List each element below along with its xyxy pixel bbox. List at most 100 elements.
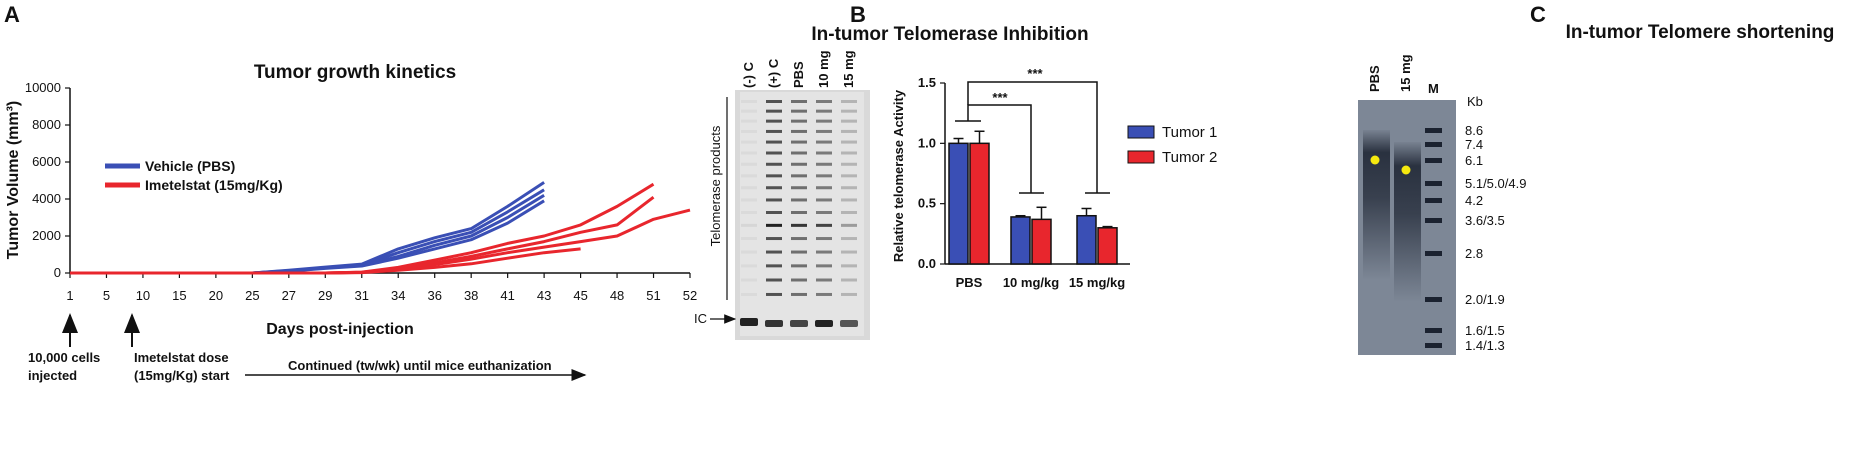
panel-b: In-tumor Telomerase Inhibition Telomeras…	[694, 24, 1217, 340]
blot-marker-size: 1.4/1.3	[1465, 338, 1505, 353]
gel-band	[841, 162, 857, 166]
gel-band	[741, 119, 757, 123]
gel-band	[791, 186, 807, 190]
gel-band	[841, 237, 857, 241]
gel-band	[816, 174, 832, 178]
gel-band	[816, 100, 832, 103]
gel-band	[791, 162, 807, 166]
gel-band	[766, 292, 782, 296]
gel-band	[741, 223, 757, 227]
significance-10mg: ***	[992, 90, 1008, 105]
chart-a-x-tick: 52	[683, 288, 697, 303]
blot-size-unit: Kb	[1467, 94, 1483, 109]
chart-a-x-tick: 15	[172, 288, 186, 303]
blot-marker-band	[1425, 198, 1442, 203]
gel-band	[766, 109, 782, 113]
annotation-dose-1: Imetelstat dose	[134, 350, 229, 365]
gel-band	[741, 264, 757, 268]
gel-band	[816, 198, 832, 202]
legend-b-tumor2-swatch	[1127, 150, 1155, 164]
gel-band	[791, 129, 807, 133]
gel-band	[766, 186, 782, 190]
chart-b-y-tick: 0.5	[918, 196, 936, 211]
gel-lane-neg: (-) C	[741, 61, 756, 88]
bar-tumor2	[969, 142, 990, 265]
gel-band	[841, 129, 857, 133]
gel-band	[766, 100, 782, 103]
gel-band	[841, 174, 857, 178]
panel-label-b: B	[850, 2, 866, 27]
gel-band	[816, 292, 832, 296]
gel-products-label: Telomerase products	[708, 125, 723, 246]
gel-band	[766, 151, 782, 155]
gel-band	[816, 211, 832, 214]
chart-a-x-tick: 38	[464, 288, 478, 303]
gel-band	[741, 211, 757, 214]
gel-band	[766, 211, 782, 214]
legend-a-imetelstat: Imetelstat (15mg/Kg)	[145, 177, 283, 193]
panel-label-c: C	[1530, 2, 1546, 27]
series-line-vehicle	[70, 194, 545, 275]
gel-band	[766, 119, 782, 123]
gel-band	[741, 198, 757, 202]
bar-tumor2	[1031, 218, 1052, 265]
blot-marker-size: 2.0/1.9	[1465, 292, 1505, 307]
gel-band	[816, 140, 832, 144]
gel-band	[841, 186, 857, 190]
gel-band	[741, 129, 757, 133]
chart-a-x-tick: 10	[136, 288, 150, 303]
gel-band	[841, 211, 857, 214]
gel-band	[791, 292, 807, 296]
gel-band	[766, 250, 782, 254]
blot-lane-15mg: 15 mg	[1398, 54, 1413, 92]
gel-band	[766, 174, 782, 178]
gel-band	[816, 278, 832, 282]
chart-a-x-tick: 41	[500, 288, 514, 303]
gel-band	[791, 140, 807, 144]
legend-b-tumor2: Tumor 2	[1162, 149, 1217, 166]
gel-band	[816, 162, 832, 166]
annotation-continued: Continued (tw/wk) until mice euthanizati…	[288, 358, 552, 373]
gel-band	[841, 278, 857, 282]
chart-a-title: Tumor growth kinetics	[254, 62, 456, 83]
series-line-imetelstat	[70, 196, 655, 275]
chart-b-x-tick: PBS	[956, 275, 983, 290]
series-line-imetelstat	[70, 247, 581, 275]
bar-tumor1	[1076, 214, 1097, 265]
chart-a-x-tick: 20	[209, 288, 223, 303]
bar-tumor2	[1097, 227, 1118, 265]
gel-band	[766, 278, 782, 282]
gel-band	[741, 278, 757, 282]
gel-band	[791, 250, 807, 254]
gel-band	[791, 223, 807, 227]
gel-band	[766, 198, 782, 202]
chart-b-y-label: Relative telomerase Activity	[891, 89, 906, 262]
significance-brackets	[955, 81, 1110, 194]
blot-lane-marker: M	[1428, 81, 1439, 96]
panel-label-a: A	[4, 2, 20, 27]
chart-a-y-tick: 8000	[32, 117, 61, 132]
chart-c-title: In-tumor Telomere shortening	[1566, 22, 1835, 43]
chart-a-y-tick: 0	[54, 265, 61, 280]
blot-marker-size: 1.6/1.5	[1465, 323, 1505, 338]
chart-a-x-tick: 5	[103, 288, 110, 303]
chart-a-x-tick: 51	[646, 288, 660, 303]
gel-lane-pos: (+) C	[766, 58, 781, 88]
telomerase-gel-image	[735, 90, 870, 340]
blot-marker-band	[1425, 128, 1442, 133]
gel-band	[841, 109, 857, 113]
chart-a-x-tick: 36	[427, 288, 441, 303]
chart-a-x-tick: 48	[610, 288, 624, 303]
chart-b-y-tick: 1.0	[918, 135, 936, 150]
gel-band	[741, 174, 757, 178]
blot-marker-band	[1425, 218, 1442, 223]
gel-band	[791, 264, 807, 268]
gel-band	[791, 100, 807, 103]
chart-a-y-tick: 4000	[32, 191, 61, 206]
gel-band	[741, 100, 757, 103]
gel-band	[841, 264, 857, 268]
chart-a-x-tick: 25	[245, 288, 259, 303]
panel-a-line-chart: Tumor growth kinetics 0 2000 4000 6000 8000 1…	[5, 62, 697, 383]
series-line-imetelstat	[70, 182, 655, 275]
